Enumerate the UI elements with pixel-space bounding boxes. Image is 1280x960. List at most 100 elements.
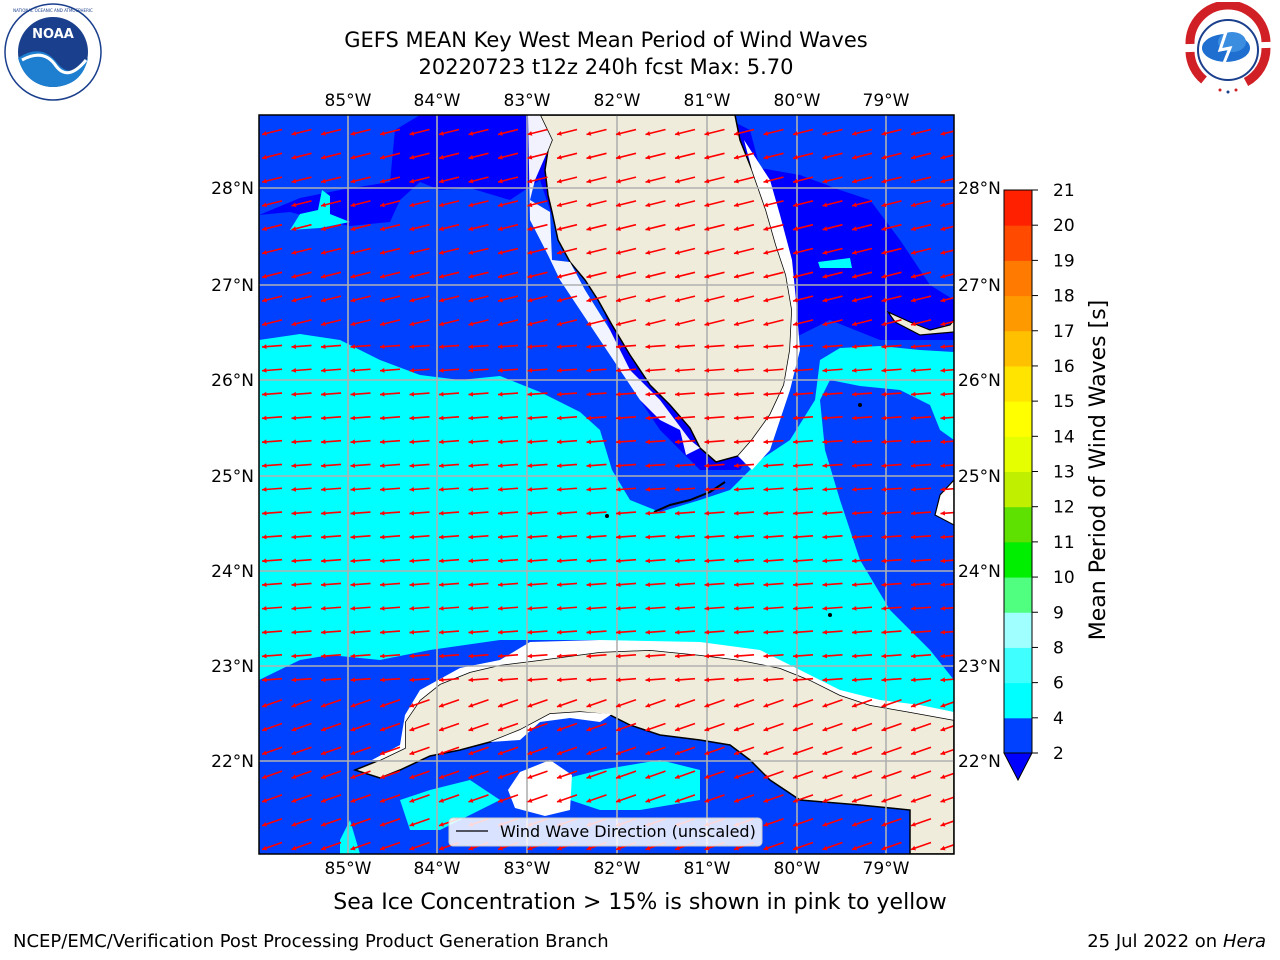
wave-arrow-head <box>704 463 710 469</box>
lon-ticks-top: 85°W 84°W 83°W 82°W 81°W 80°W 79°W <box>325 91 910 111</box>
wave-arrow-head <box>468 391 474 397</box>
wave-arrow-head <box>675 653 680 659</box>
wave-arrow-head <box>822 677 828 683</box>
wave-arrow <box>469 866 489 873</box>
wave-arrow-head <box>262 677 267 683</box>
wave-arrow-head <box>881 606 887 611</box>
lat-tick-label: 23°N <box>211 657 254 677</box>
wave-arrow-head <box>321 629 326 635</box>
wave-arrow-head <box>911 463 916 469</box>
wave-arrow-head <box>409 606 415 611</box>
wave-arrow-head <box>734 178 739 184</box>
lon-tick-label: 80°W <box>774 859 821 879</box>
wave-arrow-head <box>734 629 739 635</box>
wave-arrow-head <box>439 510 444 516</box>
wave-arrow-head <box>645 178 651 184</box>
wave-arrow-head <box>468 321 474 327</box>
wave-arrow-head <box>616 368 621 373</box>
wave-arrow-head <box>586 463 592 469</box>
lat-tick-label: 24°N <box>211 562 254 582</box>
wave-arrow-head <box>586 297 592 303</box>
wave-arrow-head <box>616 321 621 327</box>
wave-arrow-head <box>409 321 415 327</box>
wave-arrow-head <box>409 702 415 708</box>
colorbar-tick-label: 17 <box>1053 322 1075 342</box>
wave-arrow-head <box>380 702 385 708</box>
wave-arrow-head <box>763 154 769 160</box>
wave-arrow-head <box>409 798 415 803</box>
wave-arrow-head <box>557 774 562 779</box>
wave-arrow-head <box>911 250 916 255</box>
wave-arrow-head <box>616 726 621 732</box>
wave-arrow-head <box>262 131 267 136</box>
wave-arrow-head <box>350 558 356 564</box>
wave-arrow-head <box>852 131 857 136</box>
wave-arrow-head <box>262 821 267 827</box>
wave-arrow-head <box>262 798 267 803</box>
wave-arrow-head <box>763 534 769 540</box>
wave-arrow-head <box>468 226 474 231</box>
wave-arrow-head <box>498 677 503 683</box>
wave-arrow-head <box>498 558 503 564</box>
wave-arrow-head <box>734 750 739 756</box>
wave-arrow-head <box>616 273 621 279</box>
wave-arrow-head <box>350 677 356 683</box>
wave-arrow-head <box>468 415 474 421</box>
wave-arrow-head <box>675 702 680 708</box>
wave-arrow-head <box>321 798 326 803</box>
wave-arrow-head <box>822 368 828 373</box>
wave-arrow-head <box>262 391 267 397</box>
wave-arrow-head <box>409 131 415 136</box>
wave-arrow-head <box>321 653 326 659</box>
colorbar-segment <box>1004 330 1032 367</box>
wave-arrow-head <box>586 154 592 160</box>
wave-arrow-head <box>439 798 444 803</box>
wave-arrow-head <box>409 845 415 851</box>
wave-arrow-head <box>911 582 916 588</box>
wave-arrow-head <box>616 798 621 803</box>
wave-arrow-head <box>764 870 769 875</box>
wave-arrow-head <box>881 487 887 492</box>
wave-arrow-head <box>321 534 326 540</box>
graticule <box>259 115 954 854</box>
wave-arrow-head <box>557 368 562 373</box>
wave-arrow-head <box>557 653 562 659</box>
wave-arrow-head <box>763 798 769 803</box>
wave-arrow-head <box>675 321 680 327</box>
wave-arrow-head <box>350 250 356 255</box>
map-legend: Wind Wave Direction (unscaled) <box>448 817 763 847</box>
wave-arrow-head <box>557 178 562 184</box>
wave-arrow-head <box>940 606 946 611</box>
wave-arrow-head <box>468 702 474 708</box>
wave-arrow-head <box>645 154 651 160</box>
wave-arrow-head <box>675 534 680 540</box>
wave-arrow <box>646 866 666 873</box>
colorbar-tick-label: 8 <box>1053 638 1064 658</box>
wave-arrow-head <box>793 510 798 516</box>
wave-arrow-head <box>380 415 385 421</box>
wave-arrow-head <box>793 273 798 279</box>
wave-arrow-head <box>380 463 385 469</box>
wave-arrow-head <box>498 297 503 303</box>
wave-arrow-head <box>763 250 769 255</box>
wave-arrow-head <box>763 226 769 231</box>
lon-ticks-bottom: 85°W 84°W 83°W 82°W 81°W 80°W 79°W <box>325 859 910 879</box>
wave-arrow-head <box>380 439 385 445</box>
wave-arrow-head <box>380 297 385 303</box>
wave-arrow-head <box>380 487 385 492</box>
wave-arrow-head <box>350 202 356 208</box>
colorbar-tick-label: 10 <box>1053 568 1075 588</box>
lon-tick-label: 79°W <box>863 859 910 879</box>
wave-arrow <box>292 866 312 873</box>
wave-arrow-head <box>823 870 828 875</box>
wave-arrow-head <box>881 321 887 327</box>
wave-arrow-head <box>469 870 474 875</box>
wave-arrow-head <box>645 415 651 421</box>
wave-arrow-head <box>439 750 444 756</box>
wave-arrow-head <box>763 726 769 732</box>
wave-arrow-head <box>380 368 385 373</box>
wave-arrow-head <box>704 415 710 421</box>
lat-ticks-right: 28°N 27°N 26°N 25°N 24°N 23°N 22°N <box>958 179 1001 772</box>
wave-arrow-head <box>291 415 297 421</box>
wave-arrow-head <box>822 415 828 421</box>
